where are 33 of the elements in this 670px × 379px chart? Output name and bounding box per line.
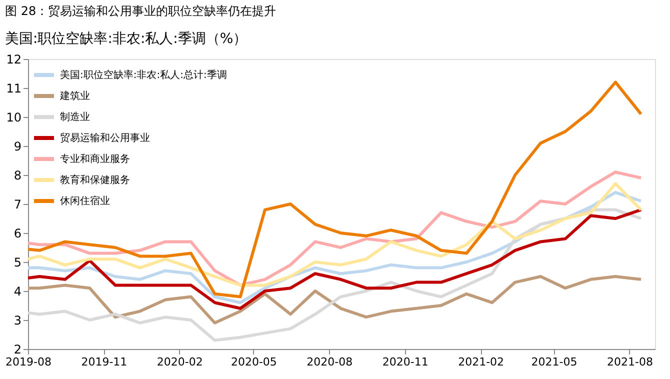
legend-label: 制造业 xyxy=(60,111,90,123)
y-tick-label: 7 xyxy=(14,198,22,212)
x-tick-label: 2021-02 xyxy=(458,356,504,368)
y-tick-label: 4 xyxy=(14,284,22,298)
y-tick-label: 8 xyxy=(14,168,22,182)
chart-title: 图 28：贸易运输和公用事业的职位空缺率仍在提升 xyxy=(5,4,276,18)
legend-label: 建筑业 xyxy=(59,90,90,102)
x-tick-label: 2021-08 xyxy=(607,356,653,368)
x-tick-label: 2021-05 xyxy=(531,356,578,368)
y-tick-label: 10 xyxy=(6,110,22,124)
legend-label: 专业和商业服务 xyxy=(60,153,130,165)
x-tick-label: 2020-05 xyxy=(230,356,277,368)
x-tick-label: 2020-08 xyxy=(306,356,353,368)
line-series xyxy=(26,208,643,342)
line-series xyxy=(26,275,643,324)
chart-subtitle: 美国:职位空缺率:非农:私人:季调（%） xyxy=(5,31,248,47)
x-tick-label: 2019-11 xyxy=(81,356,128,368)
legend-label: 美国:职位空缺率:非农:私人:总计:季调 xyxy=(60,69,227,81)
x-tick-label: 2019-08 xyxy=(6,356,52,368)
y-tick-label: 12 xyxy=(6,52,22,66)
line-series xyxy=(26,80,643,298)
x-tick-label: 2020-11 xyxy=(382,356,428,368)
legend-label: 教育和保健服务 xyxy=(60,174,130,186)
y-tick-label: 5 xyxy=(14,256,22,270)
y-tick-label: 9 xyxy=(14,140,22,154)
y-tick-label: 2 xyxy=(14,342,22,356)
y-tick-label: 3 xyxy=(14,314,22,328)
legend-label: 贸易运输和公用事业 xyxy=(60,132,150,144)
x-tick-label: 2020-02 xyxy=(156,356,203,368)
line-series xyxy=(26,208,643,310)
y-tick-label: 6 xyxy=(14,226,22,240)
y-tick-label: 11 xyxy=(6,82,22,96)
legend-label: 休闲住宿业 xyxy=(60,195,110,207)
